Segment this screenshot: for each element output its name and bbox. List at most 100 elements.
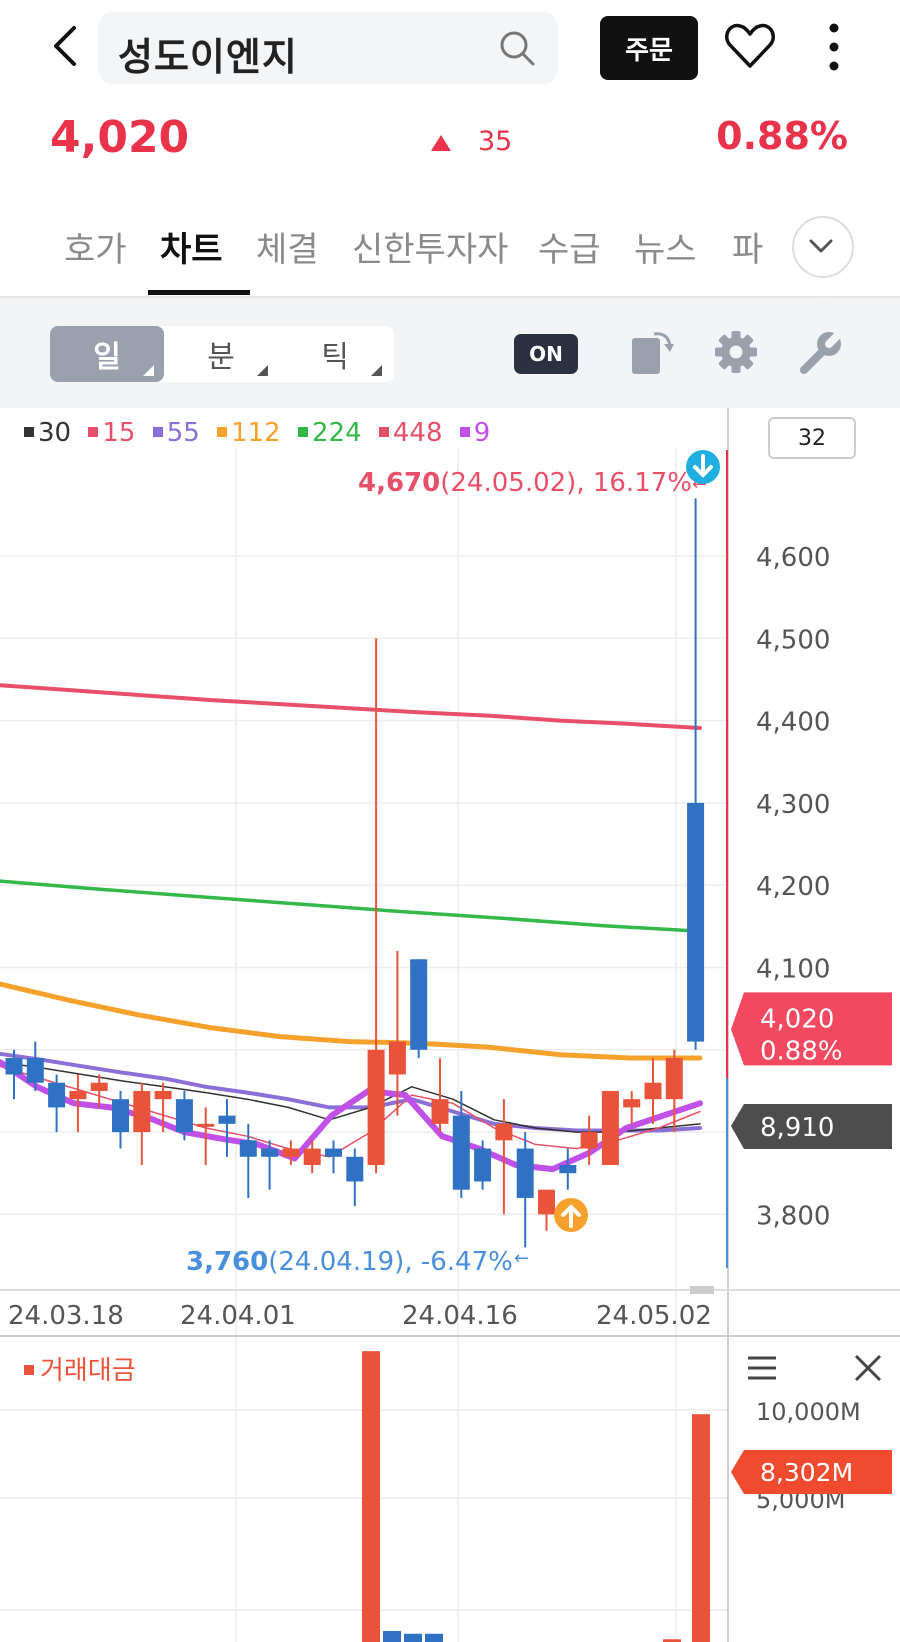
moving-average-line-112	[0, 981, 703, 1061]
sell-signal-icon	[686, 450, 720, 484]
x-axis-tick-label: 24.03.18	[8, 1301, 124, 1331]
secondary-value-tag-text: 8,910	[760, 1113, 834, 1143]
buy-signal-icon	[554, 1198, 588, 1232]
active-tab-indicator	[148, 290, 250, 295]
favorite-heart-icon[interactable]	[724, 20, 776, 72]
tab-news[interactable]: 뉴스	[634, 230, 697, 270]
legend-item: 30	[24, 418, 71, 448]
y-axis-tick-label: 4,100	[756, 955, 830, 985]
candle-body	[69, 1090, 87, 1100]
moving-average-line-224	[0, 879, 702, 934]
search-icon[interactable]	[498, 29, 536, 67]
moving-average-line-448	[0, 683, 702, 730]
candle-body	[601, 1090, 619, 1166]
period-selector: 일 분 틱	[50, 326, 394, 382]
annotation-arrow-icon: ←	[514, 1248, 529, 1269]
legend-item: 15	[88, 418, 135, 448]
candle-body	[325, 1148, 342, 1157]
candle-body	[431, 1099, 449, 1124]
candle-body	[474, 1148, 492, 1182]
chevron-down-icon	[809, 239, 833, 253]
candle-body	[346, 1156, 364, 1182]
moving-average-line-55	[0, 1051, 702, 1133]
chart-area[interactable]: 4,600 4,500 4,400 4,300 4,200 4,100 3,800 24.03…	[0, 408, 900, 1642]
close-icon[interactable]	[852, 1352, 884, 1384]
tab-orderbook[interactable]: 호가	[64, 230, 127, 270]
stock-name: 성도이엔지	[118, 35, 298, 79]
candle-body	[303, 1148, 321, 1166]
candle-count-input[interactable]: 32	[768, 417, 856, 459]
candle-body	[175, 1099, 193, 1133]
more-options-icon[interactable]	[812, 20, 856, 76]
candle-body	[410, 959, 428, 1050]
detail-tabs: 호가 차트 체결 신한투자자 수급 뉴스 파	[0, 210, 900, 298]
x-axis-tick-label: 24.05.02	[596, 1301, 712, 1331]
candle-body	[282, 1148, 300, 1157]
tab-trades[interactable]: 체결	[256, 230, 319, 270]
volume-axis-tick-label: 10,000M	[756, 1398, 861, 1426]
price-change: 35	[478, 126, 513, 157]
y-axis-tick-label: 4,300	[756, 790, 830, 820]
candle-body	[261, 1148, 279, 1157]
candle-body	[559, 1165, 577, 1174]
stock-search-box[interactable]: 성도이엔지	[98, 12, 558, 84]
candle-body	[26, 1058, 44, 1083]
candle-body	[133, 1090, 151, 1133]
candle-body	[665, 1058, 683, 1100]
period-day-button[interactable]: 일	[50, 326, 164, 382]
current-price: 4,020	[50, 112, 190, 163]
order-button[interactable]: 주문	[600, 16, 698, 80]
x-axis-tick-label: 24.04.01	[180, 1301, 296, 1331]
y-axis-tick-label: 3,800	[756, 1201, 830, 1231]
tab-supply-demand[interactable]: 수급	[538, 230, 601, 270]
period-minute-button[interactable]: 분	[164, 326, 278, 382]
y-axis-tick-label: 4,600	[756, 543, 830, 573]
candle-body	[48, 1082, 66, 1108]
candle-body	[623, 1099, 641, 1108]
candle-body	[112, 1099, 129, 1133]
rotate-icon[interactable]	[628, 326, 676, 378]
volume-bar	[692, 1414, 710, 1642]
top-bar: 성도이엔지 주문	[0, 0, 900, 100]
wrench-icon[interactable]	[796, 326, 844, 378]
volume-bar	[383, 1631, 401, 1642]
settings-gear-icon[interactable]	[712, 326, 760, 378]
chart-toolbar: 일 분 틱 ON	[0, 298, 900, 408]
moving-average-legend: 30 15 55 112 224 448 9	[24, 418, 499, 448]
tab-partial[interactable]: 파	[732, 230, 764, 270]
period-tick-label: 틱	[321, 340, 349, 375]
low-price-annotation: 3,760(24.04.19), -6.47%	[186, 1247, 513, 1277]
legend-item: 55	[152, 418, 200, 448]
candle-body	[495, 1123, 513, 1141]
candle-body	[388, 1041, 406, 1075]
candle-body	[687, 802, 705, 1042]
candle-body	[5, 1058, 23, 1075]
candle-body	[154, 1090, 172, 1100]
legend-item: 9	[459, 418, 490, 448]
price-chart[interactable]: 4,600 4,500 4,400 4,300 4,200 4,100 3,800 24.03…	[0, 408, 900, 1642]
candle-body	[516, 1148, 534, 1198]
price-change-percent: 0.88%	[716, 114, 848, 158]
y-axis-tick-label: 4,400	[756, 708, 830, 738]
tab-chart[interactable]: 차트	[160, 230, 223, 270]
period-tick-button[interactable]: 틱	[278, 326, 392, 382]
tab-expand-button[interactable]	[792, 216, 854, 278]
back-button[interactable]	[40, 18, 90, 74]
candle-body	[367, 1049, 385, 1166]
realtime-toggle[interactable]: ON	[514, 334, 578, 374]
candle-body	[580, 1132, 598, 1149]
current-price-tag-price: 4,020	[760, 1004, 834, 1034]
menu-icon[interactable]	[744, 1350, 780, 1386]
volume-current-tag-text: 8,302M	[760, 1458, 853, 1487]
x-axis-tick-label: 24.04.16	[402, 1301, 518, 1331]
candle-body	[644, 1082, 662, 1100]
candle-body	[452, 1115, 470, 1190]
tab-investor[interactable]: 신한투자자	[352, 230, 509, 270]
volume-current-tag: 8,302M	[731, 1450, 892, 1494]
volume-bar	[362, 1351, 380, 1642]
y-axis-tick-label: 4,500	[756, 625, 830, 655]
chevron-left-icon	[54, 26, 76, 66]
period-day-label: 일	[93, 340, 121, 375]
candle-body	[239, 1140, 257, 1157]
